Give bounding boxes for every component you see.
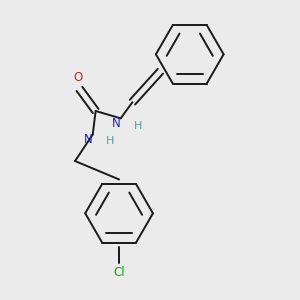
Text: O: O (74, 71, 82, 85)
Text: H: H (106, 136, 114, 146)
Text: N: N (84, 133, 93, 146)
Text: N: N (112, 117, 121, 130)
Text: H: H (134, 121, 142, 131)
Text: Cl: Cl (113, 266, 125, 279)
